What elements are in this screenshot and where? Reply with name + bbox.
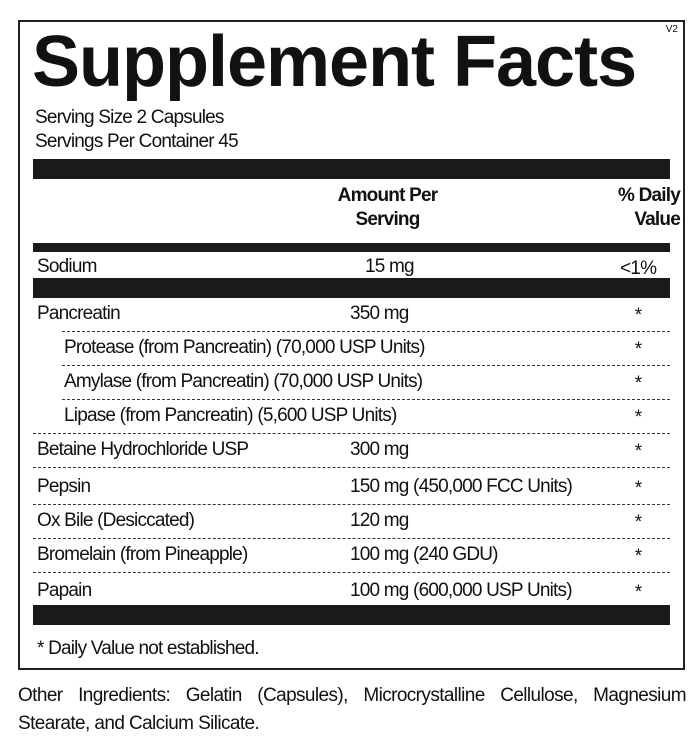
- header-amount-line1: Amount Per: [337, 185, 438, 206]
- ingredient-amount: 100 mg (600,000 USP Units): [350, 580, 573, 601]
- sodium-amount: 15 mg: [365, 256, 415, 277]
- row-divider: [33, 467, 670, 468]
- ingredient-name: Bromelain (from Pineapple): [37, 544, 248, 565]
- row-divider: [62, 365, 670, 366]
- other-ingredients: Other Ingredients: Gelatin (Capsules), M…: [18, 685, 687, 734]
- panel-title: Supplement Facts: [32, 22, 637, 102]
- row-divider: [33, 504, 670, 505]
- supplement-facts-panel: Supplement Facts V2 Serving Size 2 Capsu…: [18, 20, 685, 670]
- row-divider: [33, 572, 670, 573]
- divider-thick: [33, 605, 670, 625]
- ingredient-dv: *: [634, 546, 642, 567]
- divider-thick: [33, 278, 670, 298]
- ingredient-dv: *: [634, 512, 642, 533]
- ingredient-name: Amylase (from Pancreatin) (70,000 USP Un…: [64, 371, 423, 392]
- ingredient-dv: *: [634, 582, 642, 603]
- ingredient-amount: 150 mg (450,000 FCC Units): [350, 476, 573, 497]
- sodium-dv: <1%: [620, 258, 657, 279]
- ingredient-name: Ox Bile (Desiccated): [37, 510, 195, 531]
- version-mark: V2: [665, 24, 678, 35]
- ingredient-name: Pepsin: [37, 476, 91, 497]
- ingredient-name: Protease (from Pancreatin) (70,000 USP U…: [64, 337, 426, 358]
- sodium-name: Sodium: [37, 256, 97, 277]
- row-divider: [33, 538, 670, 539]
- ingredient-dv: *: [634, 407, 642, 428]
- ingredient-amount: 100 mg (240 GDU): [350, 544, 499, 565]
- ingredient-dv: *: [634, 339, 642, 360]
- row-divider: [62, 331, 670, 332]
- divider-medium: [33, 243, 670, 252]
- servings-per-container: Servings Per Container 45: [35, 131, 239, 152]
- ingredient-name: Pancreatin: [37, 303, 121, 324]
- ingredient-amount: 350 mg: [350, 303, 409, 324]
- ingredient-dv: *: [634, 441, 642, 462]
- row-divider: [62, 399, 670, 400]
- serving-size: Serving Size 2 Capsules: [35, 107, 224, 128]
- ingredient-name: Papain: [37, 580, 92, 601]
- ingredient-dv: *: [634, 305, 642, 326]
- ingredient-dv: *: [634, 373, 642, 394]
- ingredient-amount: 300 mg: [350, 439, 409, 460]
- header-dv-line1: % Daily: [618, 185, 681, 206]
- ingredient-name: Lipase (from Pancreatin) (5,600 USP Unit…: [64, 405, 397, 426]
- header-dv-line2: Value: [634, 209, 680, 230]
- divider-thick: [33, 159, 670, 179]
- header-amount-line2: Serving: [355, 209, 420, 230]
- header-amount: Amount Per Serving: [310, 184, 465, 232]
- ingredient-dv: *: [634, 478, 642, 499]
- row-divider: [33, 433, 670, 434]
- ingredient-amount: 120 mg: [350, 510, 409, 531]
- header-dv: % Daily Value: [580, 184, 681, 232]
- ingredient-name: Betaine Hydrochloride USP: [37, 439, 249, 460]
- footnote: * Daily Value not established.: [37, 638, 260, 659]
